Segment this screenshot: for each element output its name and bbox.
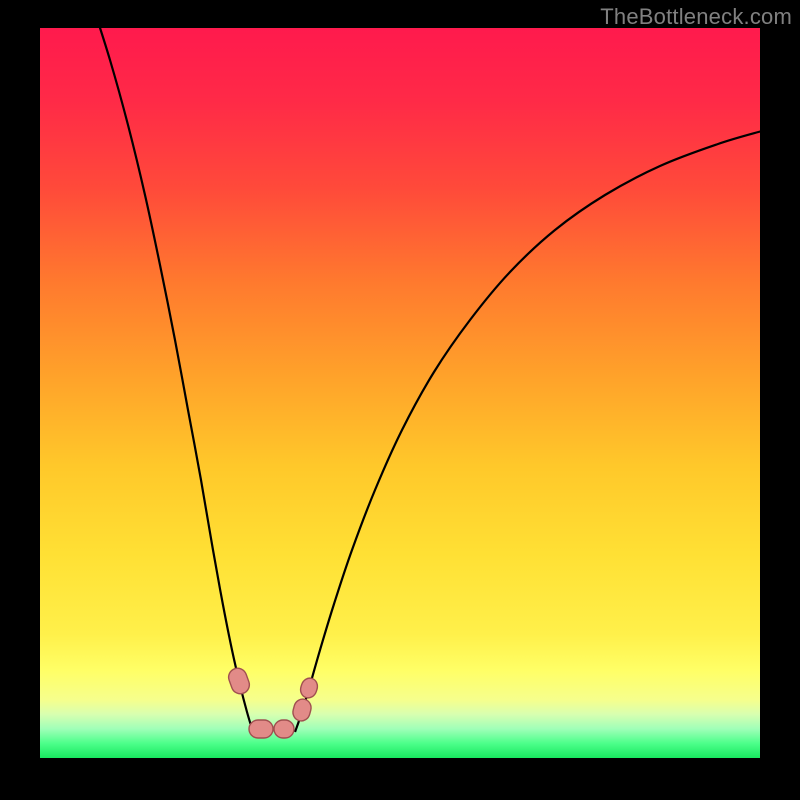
chart-container: TheBottleneck.com	[0, 0, 800, 800]
plot-background	[40, 28, 760, 758]
marker-point	[274, 720, 294, 738]
watermark-text: TheBottleneck.com	[600, 4, 792, 30]
marker-point	[249, 720, 273, 738]
chart-svg	[0, 0, 800, 800]
